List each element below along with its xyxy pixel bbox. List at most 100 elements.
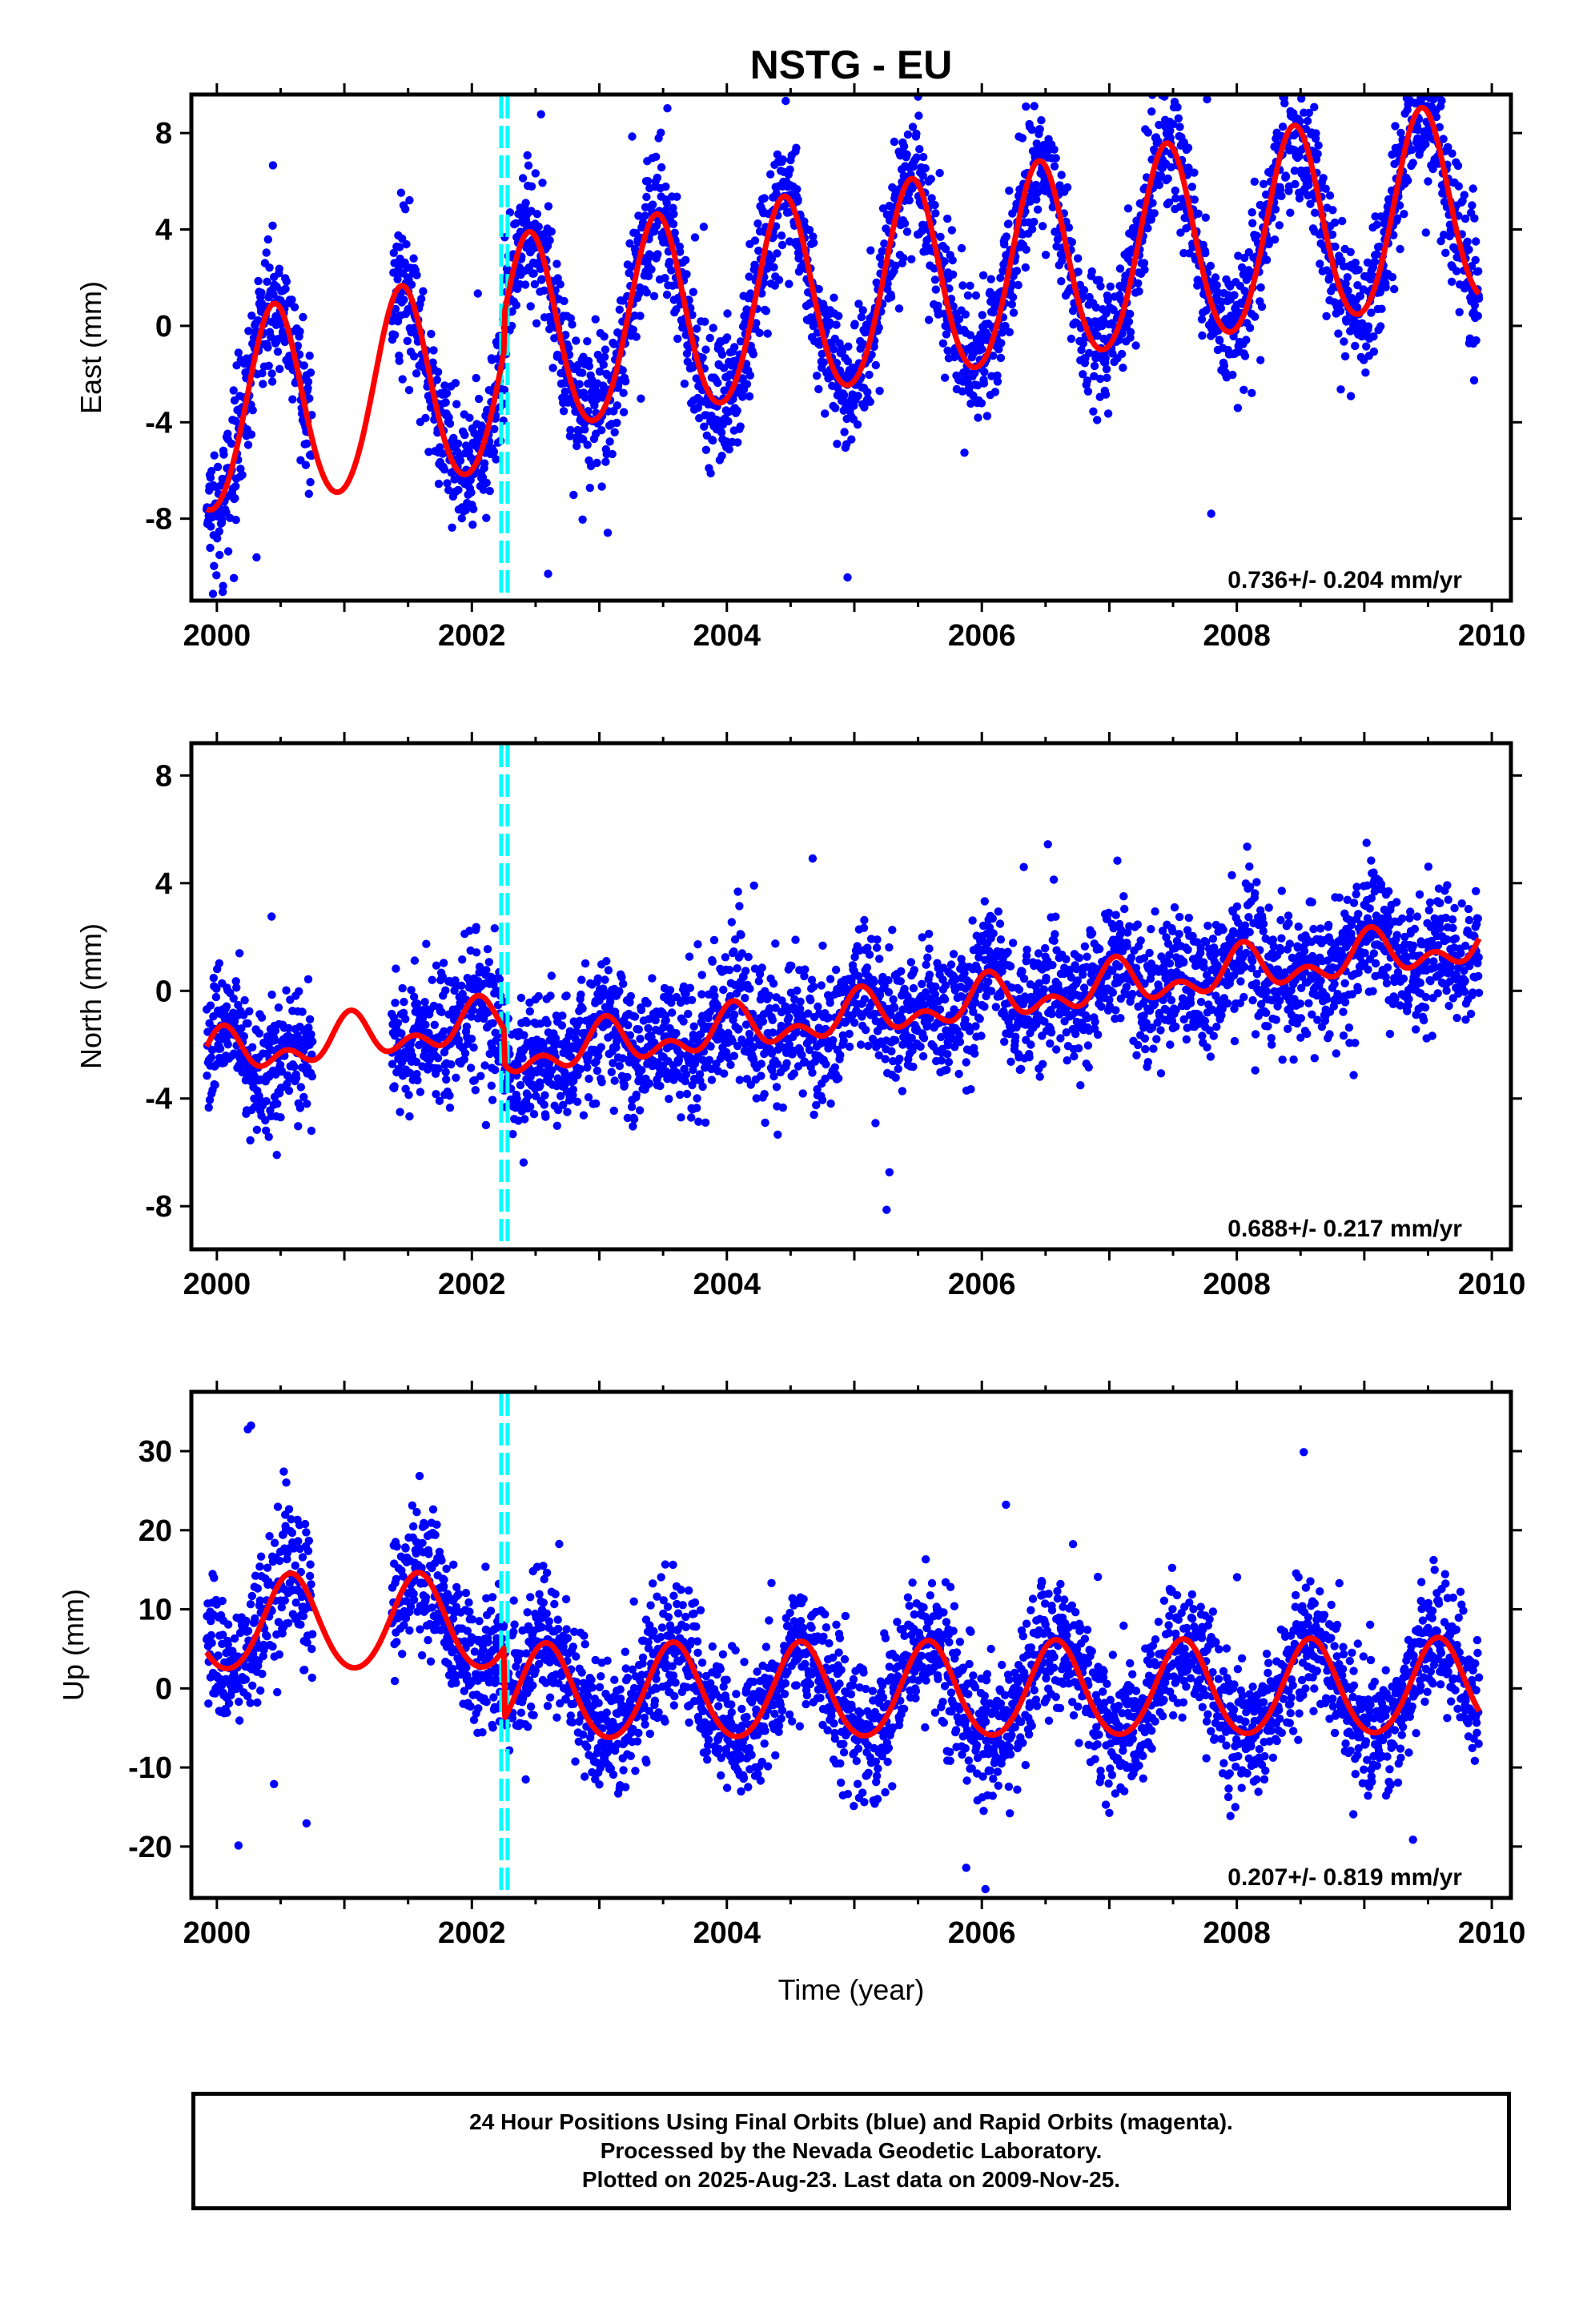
data-point bbox=[1197, 315, 1207, 324]
data-point bbox=[206, 543, 215, 553]
data-point bbox=[1291, 179, 1300, 189]
data-point bbox=[973, 381, 982, 390]
data-point bbox=[584, 1052, 593, 1062]
data-point bbox=[440, 465, 449, 474]
data-point bbox=[693, 940, 702, 949]
data-point bbox=[245, 1007, 254, 1016]
data-point bbox=[492, 455, 500, 464]
data-point bbox=[281, 284, 290, 293]
data-point bbox=[1089, 407, 1098, 416]
data-point bbox=[1035, 78, 1043, 86]
data-point bbox=[512, 219, 520, 227]
data-point bbox=[1460, 214, 1470, 223]
data-point bbox=[778, 1103, 787, 1112]
data-point bbox=[247, 312, 256, 320]
data-point bbox=[480, 1061, 489, 1070]
data-point bbox=[859, 923, 869, 932]
data-point bbox=[433, 1054, 443, 1063]
data-point bbox=[665, 986, 675, 995]
data-point bbox=[665, 1095, 673, 1104]
data-point bbox=[306, 368, 315, 377]
data-point bbox=[438, 972, 447, 982]
data-point bbox=[603, 529, 613, 537]
data-point bbox=[304, 1023, 313, 1032]
data-point bbox=[397, 1029, 406, 1038]
data-point bbox=[227, 439, 236, 448]
data-point bbox=[547, 227, 556, 236]
data-point bbox=[922, 960, 930, 969]
data-point bbox=[462, 1022, 472, 1031]
data-point bbox=[858, 306, 867, 315]
data-point bbox=[915, 145, 924, 154]
y-tick-label: -8 bbox=[145, 503, 172, 537]
data-point bbox=[878, 204, 888, 213]
data-point bbox=[966, 399, 975, 408]
data-point bbox=[244, 327, 253, 336]
data-point bbox=[630, 1012, 640, 1021]
data-point bbox=[793, 195, 802, 204]
data-point bbox=[1441, 248, 1450, 257]
data-point bbox=[468, 521, 477, 529]
data-point bbox=[418, 1014, 428, 1023]
data-point bbox=[1468, 184, 1477, 193]
data-point bbox=[798, 1089, 807, 1098]
data-point bbox=[480, 459, 489, 468]
data-point bbox=[551, 1034, 560, 1043]
data-point bbox=[1063, 183, 1072, 192]
data-point bbox=[1419, 38, 1427, 46]
data-point bbox=[993, 371, 1002, 380]
data-point bbox=[518, 1054, 527, 1063]
data-point bbox=[725, 445, 733, 454]
data-point bbox=[652, 152, 661, 161]
data-point bbox=[467, 488, 476, 497]
data-point bbox=[826, 975, 835, 983]
data-point bbox=[1175, 123, 1184, 131]
data-point bbox=[584, 1093, 593, 1102]
data-point bbox=[1091, 303, 1101, 312]
data-point bbox=[532, 319, 541, 328]
data-point bbox=[472, 948, 481, 957]
data-point bbox=[1211, 273, 1220, 282]
data-point bbox=[661, 1016, 670, 1025]
data-point bbox=[1027, 225, 1037, 234]
data-point bbox=[839, 1036, 848, 1045]
data-point bbox=[1139, 259, 1149, 267]
data-point bbox=[733, 887, 742, 896]
data-point bbox=[695, 1070, 705, 1079]
data-point bbox=[657, 128, 665, 137]
data-point bbox=[978, 271, 988, 279]
data-point bbox=[618, 366, 627, 375]
data-point bbox=[290, 1062, 299, 1072]
data-point bbox=[619, 408, 629, 416]
data-point bbox=[771, 1003, 780, 1012]
data-point bbox=[273, 348, 283, 356]
data-point bbox=[931, 209, 940, 218]
y-tick-label: 0 bbox=[155, 310, 172, 344]
data-point bbox=[891, 1035, 900, 1045]
data-point bbox=[1295, 151, 1304, 161]
data-point bbox=[708, 957, 717, 967]
data-point bbox=[693, 1094, 701, 1103]
data-point bbox=[785, 279, 793, 288]
data-point bbox=[934, 301, 942, 310]
data-point bbox=[878, 247, 886, 255]
data-point bbox=[401, 1015, 410, 1023]
data-point bbox=[839, 391, 849, 400]
data-point bbox=[680, 380, 689, 388]
data-point bbox=[296, 1083, 305, 1092]
data-point bbox=[1106, 282, 1115, 291]
data-point bbox=[409, 992, 419, 1001]
data-point bbox=[305, 352, 314, 360]
data-point bbox=[667, 998, 676, 1007]
data-point bbox=[693, 324, 701, 333]
data-point bbox=[489, 447, 499, 456]
data-point bbox=[634, 211, 643, 220]
data-point bbox=[701, 345, 710, 354]
data-point bbox=[888, 926, 897, 935]
data-point bbox=[619, 979, 628, 988]
data-point bbox=[407, 986, 416, 995]
data-point bbox=[709, 985, 718, 994]
data-point bbox=[301, 460, 311, 469]
rate-label: 0.736+/- 0.204 mm/yr bbox=[1227, 567, 1462, 593]
data-point bbox=[902, 227, 912, 236]
